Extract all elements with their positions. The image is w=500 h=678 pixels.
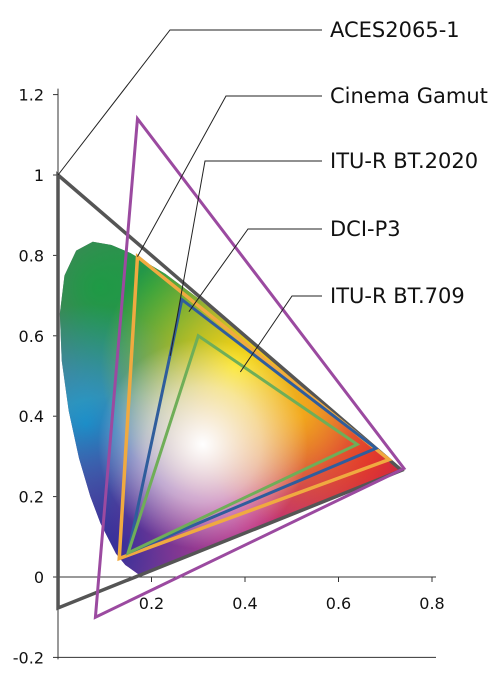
leader-line [137, 95, 322, 257]
leader-line [188, 228, 322, 312]
y-tick-label: 0.6 [19, 327, 44, 346]
y-tick-label: 0.4 [19, 407, 44, 426]
y-tick-label: 1 [34, 166, 44, 185]
gamut-label: DCI-P3 [330, 217, 401, 241]
x-tick-label: 0.6 [326, 594, 351, 613]
x-tick-label: 0.2 [139, 594, 164, 613]
gamut-triangle-itu-r-bt-709 [125, 333, 361, 556]
leader-line [239, 295, 322, 373]
y-tick-label: 0.8 [19, 246, 44, 265]
gamut-label: ACES2065-1 [330, 18, 460, 42]
y-tick-label: -0.2 [13, 648, 44, 667]
gamut-label: ITU-R BT.2020 [330, 149, 478, 173]
y-tick-label: 0 [34, 568, 44, 587]
gamut-label: Cinema Gamut [330, 84, 488, 108]
x-tick-label: 0.8 [419, 594, 444, 613]
gamut-triangle-cinema-gamut [93, 114, 407, 620]
gamut-triangle-itu-r-bt-2020 [117, 253, 393, 562]
gamut-labels: ACES2065-1 Cinema Gamut ITU-R BT.2020 DCI-P… [330, 18, 488, 308]
gamut-triangle-dci-p3 [126, 296, 379, 556]
y-tick-label: 0.2 [19, 488, 44, 507]
gamut-triangles [56, 114, 407, 620]
x-tick-label: 0.4 [232, 594, 257, 613]
gamut-triangle-aces2065-1 [56, 171, 405, 611]
gamut-label: ITU-R BT.709 [330, 284, 465, 308]
label-leaders [57, 29, 322, 373]
leader-line [169, 160, 322, 356]
y-tick-label: 1.2 [19, 86, 44, 105]
leader-line [57, 29, 322, 176]
